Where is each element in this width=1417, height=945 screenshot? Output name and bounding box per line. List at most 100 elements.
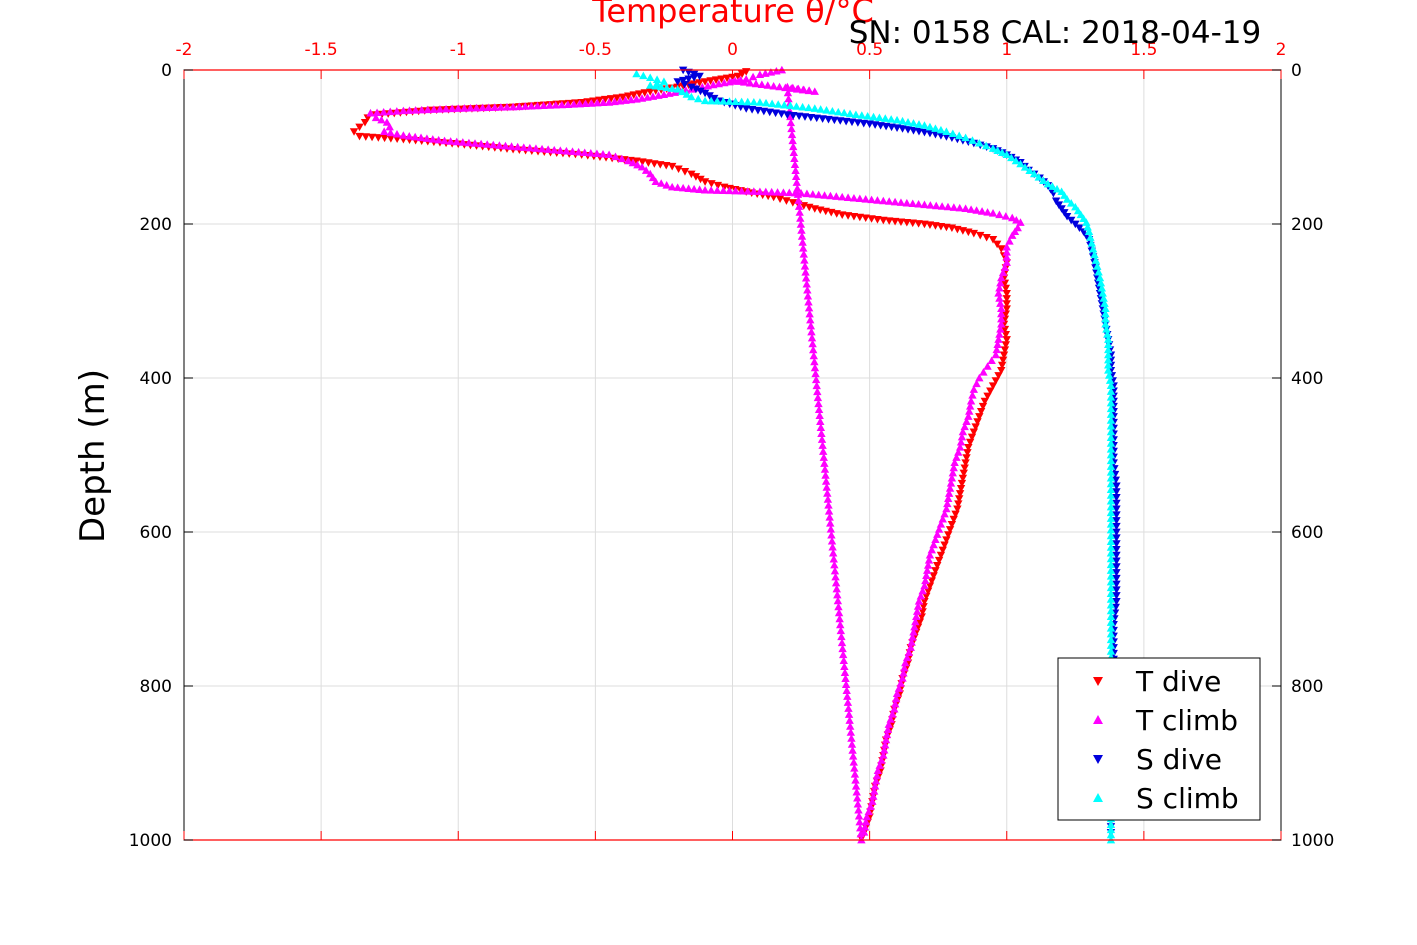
data-point	[797, 226, 806, 234]
y-tick-label-left: 200	[140, 215, 172, 235]
data-point	[600, 95, 610, 104]
data-point	[810, 87, 819, 95]
data-point	[731, 186, 740, 195]
data-point	[1106, 635, 1116, 644]
data-point	[531, 144, 541, 152]
data-point	[997, 366, 1006, 375]
data-point	[1106, 398, 1116, 407]
data-point	[972, 379, 981, 388]
data-point	[845, 109, 855, 118]
data-point	[508, 102, 518, 111]
data-point	[949, 203, 959, 211]
data-point	[780, 100, 789, 109]
y-tick-labels-right: 0 200 400 600 800 1000	[1291, 61, 1334, 851]
data-point	[759, 107, 769, 116]
data-point	[763, 81, 772, 89]
data-point	[1106, 479, 1116, 488]
data-point	[861, 214, 870, 223]
data-point	[923, 566, 932, 574]
data-point	[943, 202, 953, 211]
data-point	[1066, 199, 1076, 207]
data-point	[964, 443, 973, 452]
data-point	[743, 97, 752, 106]
data-point	[428, 135, 437, 143]
data-point	[719, 186, 728, 194]
data-point	[478, 103, 487, 112]
data-point	[861, 195, 870, 203]
data-point	[725, 97, 734, 105]
data-point	[1112, 586, 1121, 594]
data-point	[1112, 499, 1121, 508]
data-point	[705, 92, 714, 100]
data-point	[882, 730, 892, 739]
data-point	[991, 377, 1000, 385]
data-point	[527, 101, 536, 110]
data-point	[1106, 381, 1116, 390]
x-axis-label: Temperature θ/°C	[591, 0, 874, 30]
data-point	[769, 81, 778, 90]
data-point	[843, 212, 853, 220]
data-point	[678, 183, 688, 192]
data-point	[856, 829, 866, 838]
data-point	[818, 447, 828, 455]
data-point	[996, 299, 1005, 307]
data-point	[821, 471, 830, 479]
data-point	[1106, 825, 1116, 834]
data-point	[816, 423, 826, 431]
data-point	[1106, 404, 1116, 413]
data-point	[814, 190, 823, 199]
data-point	[386, 107, 395, 116]
data-point	[979, 368, 988, 376]
data-point	[665, 89, 674, 97]
data-point	[684, 184, 693, 192]
data-point	[1025, 166, 1034, 174]
data-point	[812, 114, 821, 123]
data-point	[920, 121, 929, 129]
data-point	[908, 633, 917, 641]
data-point	[1106, 421, 1116, 430]
data-point	[1093, 262, 1102, 270]
data-point	[742, 105, 751, 113]
data-point	[713, 96, 722, 105]
data-point	[981, 141, 991, 150]
data-point	[772, 66, 781, 75]
data-point	[405, 106, 414, 114]
data-point	[965, 407, 974, 415]
data-point	[841, 680, 851, 688]
data-point	[1001, 310, 1011, 319]
data-point	[1112, 551, 1121, 560]
data-point	[997, 361, 1007, 370]
data-point	[452, 137, 461, 146]
data-point	[651, 81, 660, 90]
data-point	[652, 75, 662, 83]
data-point	[951, 510, 960, 519]
data-point	[1106, 572, 1116, 580]
data-point	[836, 620, 845, 629]
y-tick-label-right: 400	[1291, 369, 1323, 389]
data-point	[1083, 222, 1092, 231]
data-point	[748, 72, 758, 81]
data-point	[867, 215, 876, 223]
data-point	[995, 330, 1004, 338]
data-point	[435, 105, 445, 113]
data-point	[1106, 606, 1116, 615]
data-point	[986, 387, 995, 396]
data-point	[885, 197, 894, 205]
data-point	[879, 216, 888, 225]
data-point	[926, 201, 935, 209]
data-point	[963, 449, 972, 457]
data-point	[809, 351, 818, 360]
data-point	[914, 120, 924, 128]
data-point	[470, 139, 480, 147]
data-point	[447, 104, 457, 113]
data-point	[869, 787, 879, 795]
data-point	[766, 68, 776, 76]
data-point	[925, 582, 935, 591]
data-point	[849, 212, 859, 221]
legend-label: S climb	[1136, 782, 1239, 815]
data-point	[787, 124, 796, 133]
data-point	[749, 187, 759, 195]
data-point	[1106, 560, 1116, 569]
data-point	[820, 465, 830, 473]
data-point	[1106, 600, 1116, 609]
